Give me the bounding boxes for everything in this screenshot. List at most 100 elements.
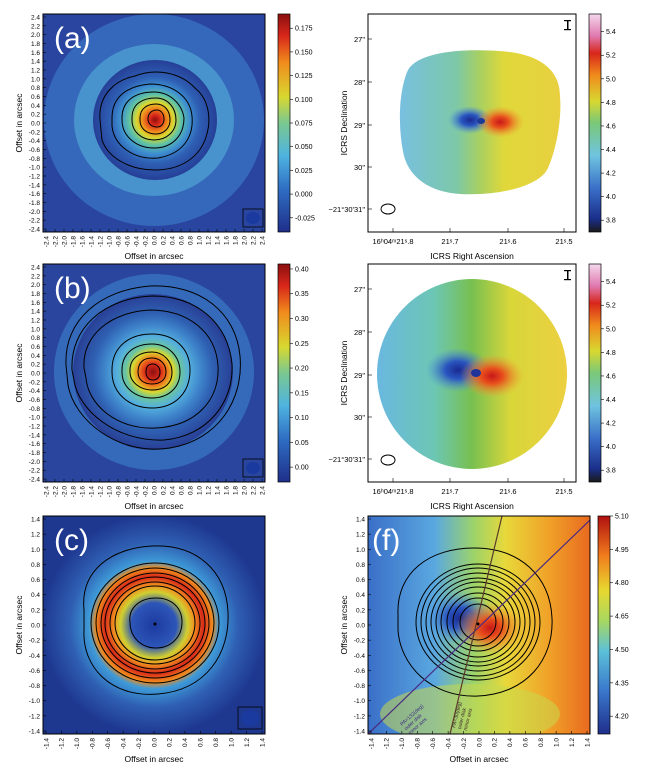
c-ytick-label: 0.4	[31, 592, 40, 599]
b-xtick-label: -0.2	[142, 486, 149, 498]
a-ytick-label: 2.2	[31, 23, 40, 30]
b-xtick-label: -2.0	[61, 486, 68, 498]
c-xtick-label: 0.0	[151, 738, 158, 747]
panel-c-yticks: 1.4 1.2 1.0 0.8 0.6 0.4 0.2 0.0 -0.2 -0.4 -0.6 -0.8…	[29, 517, 46, 736]
a-ytick-label: 2.4	[31, 15, 40, 22]
a-xtick-label: -0.8	[115, 236, 122, 248]
e-cbtick-label: 4.6	[606, 373, 616, 380]
a-ytick-label: -1.8	[29, 200, 41, 207]
f-cbtick-label: 4.80	[615, 580, 629, 587]
f-ytick-label: -1.0	[354, 698, 366, 705]
panel-f-xlabel: Offset in arcsec	[450, 754, 510, 764]
c-xtick-label: -1.0	[74, 738, 81, 750]
f-cbtick-label: 4.35	[615, 680, 629, 687]
a-xtick-label: -1.2	[97, 236, 104, 248]
c-xtick-label: 1.0	[228, 738, 235, 747]
a-ytick-label: 1.4	[31, 59, 40, 66]
c-ytick-label: 0.0	[31, 623, 40, 630]
panel-f-yticks: 1.4 1.2 1.0 0.8 0.6 0.4 0.2 0.0 -0.2 -0.4 -0.6 -0.8…	[354, 517, 371, 736]
a-ytick-label: -1.6	[29, 191, 41, 198]
panel-a-xticks: -2.4 -2.2 -2.0 -1.8 -1.6 -1.4 -1.2 -1.0 -0.8 -0.6…	[43, 229, 266, 247]
b-cbtick-label: 0.40	[295, 266, 309, 273]
d-xtick-label: 21ˢ.6	[499, 237, 516, 246]
panel-e-ylabel: ICRS Declination	[339, 340, 349, 405]
b-ytick-label: 1.0	[31, 326, 40, 333]
f-ytick-label: -1.2	[354, 713, 366, 720]
panel-f-inner-minor: minor axis	[463, 707, 474, 731]
a-xtick-label: 1.8	[232, 236, 239, 245]
a-cbtick-label: 0.025	[295, 168, 313, 175]
a-ytick-label: -2.0	[29, 209, 41, 216]
b-cbtick-label: 0.00	[295, 465, 309, 472]
panel-c-xticks: -1.4 -1.2 -1.0 -0.8 -0.6 -0.4 -0.2 0.0 0.2 0.4 0.6…	[43, 731, 266, 749]
e-cbtick-label: 5.4	[606, 279, 616, 286]
b-ytick-label: -1.8	[29, 450, 41, 457]
c-ytick-label: -0.4	[29, 653, 41, 660]
b-xtick-label: -1.4	[88, 486, 95, 498]
c-ytick-label: 1.0	[31, 547, 40, 554]
b-cbtick-label: 0.30	[295, 316, 309, 323]
f-cbtick-label: 4.95	[615, 547, 629, 554]
a-ytick-label: 0.0	[31, 121, 40, 128]
b-ytick-label: 1.2	[31, 318, 40, 325]
d-cbtick-label: 3.8	[606, 218, 616, 225]
b-xtick-label: 1.2	[205, 486, 212, 495]
c-xtick-label: 0.8	[213, 738, 220, 747]
panel-a-yticks: 2.42.22.01.81.61.41.21.00.80.60.40.20.0-…	[29, 15, 46, 234]
c-ytick-label: 1.4	[31, 517, 40, 524]
a-cbtick-label: 0.175	[295, 26, 313, 33]
a-ytick-label: -0.2	[29, 129, 41, 136]
d-cbtick-label: 4.6	[606, 123, 616, 130]
b-ytick-label: 0.4	[31, 353, 40, 360]
f-xtick-label: 0.0	[476, 738, 483, 747]
panel-b-ylabel: Offset in arcsec	[14, 343, 24, 403]
d-cbtick-label: 5.2	[606, 53, 616, 60]
panel-c: (c) 1.4 1.2 1.0 0.8 0.6 0.4 0.2 0.0 -0.2 -0.4 -0.6…	[14, 515, 266, 764]
a-xtick-label: -2.4	[43, 236, 50, 248]
panel-a-colorbar	[277, 13, 291, 233]
b-ytick-label: -2.4	[29, 477, 41, 484]
f-xtick-label: 0.2	[492, 738, 499, 747]
a-cbtick-label: 0.125	[295, 73, 313, 80]
a-xtick-label: 0.0	[151, 236, 158, 245]
b-xtick-label: 1.0	[196, 486, 203, 495]
d-ytick-label: 29"	[354, 121, 365, 130]
a-xtick-label: 0.2	[160, 236, 167, 245]
b-ytick-label: -2.0	[29, 459, 41, 466]
b-ytick-label: 2.4	[31, 265, 40, 272]
a-ytick-label: 0.6	[31, 94, 40, 101]
b-xtick-label: 0.2	[160, 486, 167, 495]
e-ytick-label: 27"	[354, 285, 365, 294]
panel-d-xticks: 16ʰ04ᵐ21ˢ.8 21ˢ.7 21ˢ.6 21ˢ.5	[372, 228, 573, 246]
d-cbtick-label: 4.4	[606, 147, 616, 154]
b-cbtick-label: 0.35	[295, 291, 309, 298]
e-xtick-label: 21ˢ.5	[555, 487, 572, 496]
b-xtick-label: -1.8	[70, 486, 77, 498]
f-ytick-label: 0.0	[356, 623, 365, 630]
c-xtick-label: -1.2	[59, 738, 66, 750]
b-ytick-label: -0.4	[29, 388, 41, 395]
f-cbtick-label: 4.20	[615, 714, 629, 721]
a-xtick-label: 2.4	[259, 236, 266, 245]
panel-d-label: (d)	[372, 22, 409, 55]
b-xtick-label: -0.4	[133, 486, 140, 498]
a-cbtick-label: 0.000	[295, 192, 313, 199]
b-cbtick-label: 0.25	[295, 341, 309, 348]
c-ytick-label: 0.6	[31, 577, 40, 584]
panel-d-xlabel: ICRS Right Ascension	[430, 251, 514, 261]
d-xtick-label: 21ˢ.5	[555, 237, 572, 246]
panel-e: (e) 27" 28" 29" 30" −21°30'31" 16ʰ04ᵐ21ˢ.8 21…	[328, 263, 616, 511]
panel-e-yticks: 27" 28" 29" 30" −21°30'31"	[328, 285, 372, 464]
e-cbtick-label: 3.8	[606, 468, 616, 475]
f-ytick-label: 0.4	[356, 592, 365, 599]
a-xtick-label: 1.0	[196, 236, 203, 245]
panel-b-xlabel: Offset in arcsec	[125, 501, 185, 511]
b-xtick-label: 2.2	[250, 486, 257, 495]
b-ytick-label: -1.2	[29, 424, 41, 431]
panel-f: PA=132(deg) outer disk minor axis PA=30(…	[339, 514, 629, 765]
f-ytick-label: -0.2	[354, 638, 366, 645]
panel-c-xlabel: Offset in arcsec	[125, 754, 185, 764]
b-ytick-label: 0.0	[31, 371, 40, 378]
panel-e-label: (e)	[372, 272, 409, 305]
a-cbtick-label: 0.150	[295, 49, 313, 56]
